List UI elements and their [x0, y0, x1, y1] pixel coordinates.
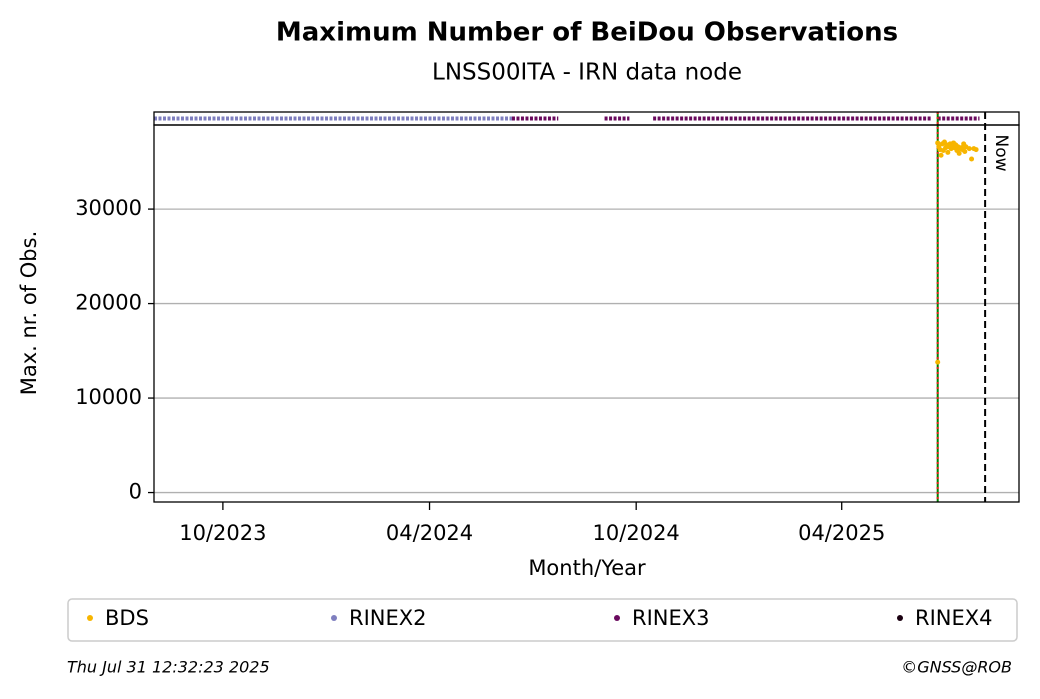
chart-subtitle: LNSS00ITA - IRN data node	[432, 60, 742, 86]
credit: ©GNSS@ROB	[901, 658, 1012, 677]
legend-marker	[614, 615, 620, 621]
x-tick-label: 04/2024	[386, 521, 473, 545]
legend-label: RINEX4	[915, 606, 993, 630]
legend-label: RINEX3	[632, 606, 710, 630]
data-point	[935, 140, 941, 146]
y-tick-label: 0	[129, 480, 142, 504]
strip-frame	[153, 111, 1020, 126]
data-point	[956, 150, 962, 156]
legend-marker	[87, 615, 93, 621]
data-point	[969, 156, 975, 162]
data-point	[973, 147, 979, 153]
timestamp: Thu Jul 31 12:32:23 2025	[67, 658, 270, 677]
legend-marker	[897, 615, 903, 621]
y-tick-label: 20000	[75, 291, 142, 315]
legend-label: BDS	[105, 606, 149, 630]
x-axis-label: Month/Year	[528, 556, 646, 580]
x-tick-label: 10/2024	[593, 521, 680, 545]
legend-box	[67, 598, 1018, 642]
vertical-line-label: Now	[991, 134, 1011, 171]
data-point	[945, 149, 951, 155]
y-tick-label: 10000	[75, 385, 142, 409]
chart-title: Maximum Number of BeiDou Observations	[276, 18, 898, 48]
data-point	[938, 152, 944, 158]
legend-label: RINEX2	[349, 606, 427, 630]
x-tick-label: 10/2023	[179, 521, 266, 545]
data-point	[966, 146, 972, 152]
data-point	[935, 359, 941, 365]
y-tick-label: 30000	[75, 196, 142, 220]
y-axis-label: Max. nr. of Obs.	[17, 231, 41, 396]
x-tick-label: 04/2025	[798, 521, 885, 545]
plot-frame	[153, 124, 1020, 503]
data-point	[962, 148, 968, 154]
legend-marker	[331, 615, 337, 621]
